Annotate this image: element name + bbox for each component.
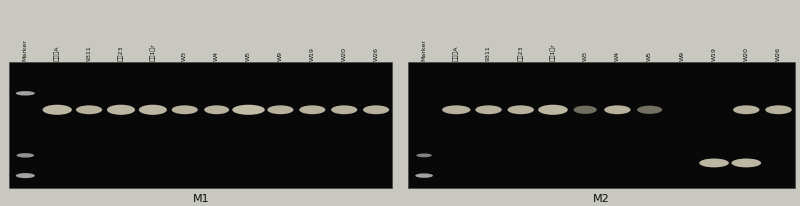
Text: 赣山1号r: 赣山1号r (550, 43, 556, 60)
Text: W9: W9 (679, 50, 684, 60)
Text: 绣现23: 绣现23 (118, 45, 124, 60)
Text: M1: M1 (192, 193, 209, 202)
Text: 绣现23: 绣现23 (518, 45, 523, 60)
Text: W4: W4 (615, 50, 620, 60)
Ellipse shape (416, 154, 432, 158)
Text: 赣山1号r: 赣山1号r (150, 43, 156, 60)
Bar (10, 62, 392, 188)
Ellipse shape (415, 173, 433, 178)
Text: 9311: 9311 (86, 45, 91, 60)
Text: W26: W26 (776, 46, 781, 60)
Ellipse shape (363, 106, 389, 115)
Ellipse shape (604, 106, 630, 115)
Ellipse shape (699, 159, 729, 167)
Ellipse shape (42, 105, 72, 115)
Bar (398, 1, 402, 205)
Text: W19: W19 (711, 46, 717, 60)
Ellipse shape (17, 153, 34, 158)
Text: W20: W20 (744, 46, 749, 60)
Ellipse shape (76, 106, 102, 115)
Bar (408, 62, 794, 188)
Text: Marker: Marker (23, 39, 28, 60)
Ellipse shape (267, 106, 294, 115)
Ellipse shape (733, 106, 759, 115)
Ellipse shape (172, 106, 198, 115)
Ellipse shape (204, 106, 229, 115)
Ellipse shape (107, 105, 135, 115)
Ellipse shape (637, 106, 662, 114)
Ellipse shape (16, 92, 35, 96)
Text: Marker: Marker (422, 39, 426, 60)
Ellipse shape (139, 105, 167, 115)
Text: M2: M2 (593, 193, 610, 202)
Text: 靥畴梗A: 靥畴梗A (454, 45, 459, 60)
Text: W26: W26 (374, 46, 378, 60)
Text: W4: W4 (214, 50, 219, 60)
Text: W3: W3 (182, 50, 187, 60)
Text: W20: W20 (342, 46, 346, 60)
Ellipse shape (442, 106, 470, 115)
Ellipse shape (574, 106, 597, 114)
Ellipse shape (16, 173, 35, 178)
Text: W5: W5 (246, 50, 251, 60)
Ellipse shape (731, 159, 761, 167)
Ellipse shape (299, 106, 326, 115)
Text: W19: W19 (310, 46, 315, 60)
Ellipse shape (232, 105, 265, 115)
Ellipse shape (331, 106, 358, 115)
Text: W3: W3 (582, 50, 588, 60)
Ellipse shape (507, 106, 534, 115)
Ellipse shape (538, 105, 568, 115)
Ellipse shape (766, 106, 792, 115)
Text: W5: W5 (647, 50, 652, 60)
Ellipse shape (475, 106, 502, 115)
Text: W9: W9 (278, 50, 283, 60)
Text: 9311: 9311 (486, 45, 491, 60)
Text: 靥畴梗A: 靥畴梗A (54, 45, 60, 60)
